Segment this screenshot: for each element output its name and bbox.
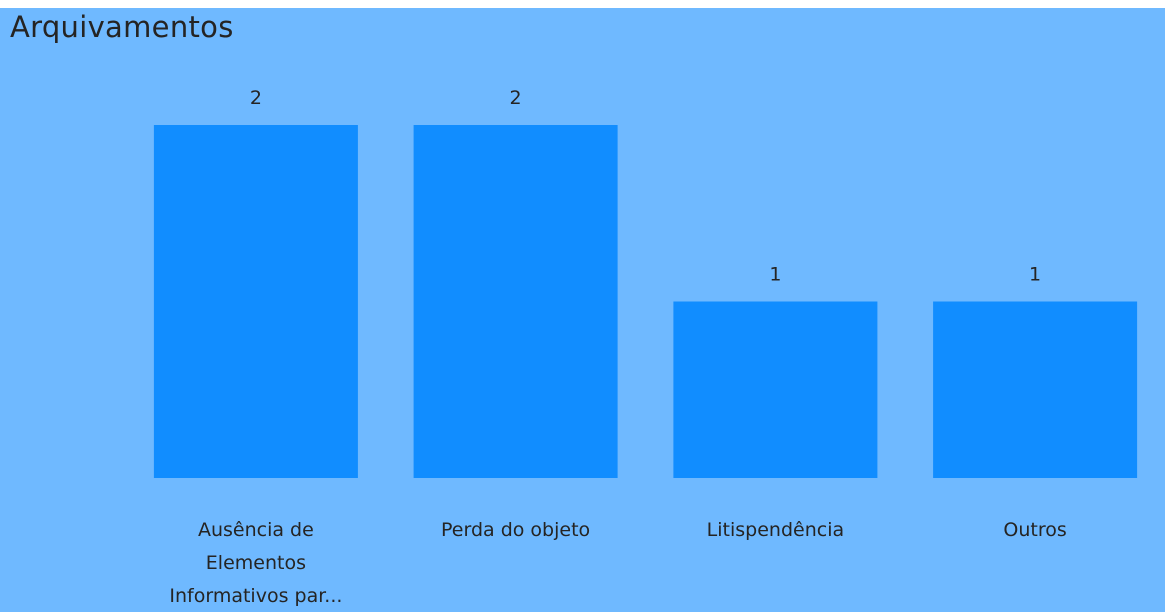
bar-chart: 2 Ausência de Elementos Informativos par...…	[153, 87, 1138, 607]
data-label-3: 1	[769, 264, 781, 286]
bar-2[interactable]	[413, 125, 618, 478]
data-label-4: 1	[1029, 264, 1041, 286]
x-tick-label-2: Perda do objeto	[441, 519, 590, 541]
chart-title: Arquivamentos	[10, 10, 234, 44]
data-label-2: 2	[510, 87, 522, 109]
data-label-1: 2	[250, 87, 262, 109]
x-tick-label-4: Outros	[1003, 519, 1066, 541]
x-tick-label-1: Ausência de Elementos Informativos par...	[169, 519, 342, 607]
chart-panel: Arquivamentos 2 Ausência de Elementos Infor…	[0, 8, 1165, 612]
x-tick-label-3: Litispendência	[707, 519, 844, 541]
bar-4[interactable]	[933, 301, 1138, 479]
bar-3[interactable]	[673, 301, 878, 479]
bar-1[interactable]	[153, 125, 358, 478]
